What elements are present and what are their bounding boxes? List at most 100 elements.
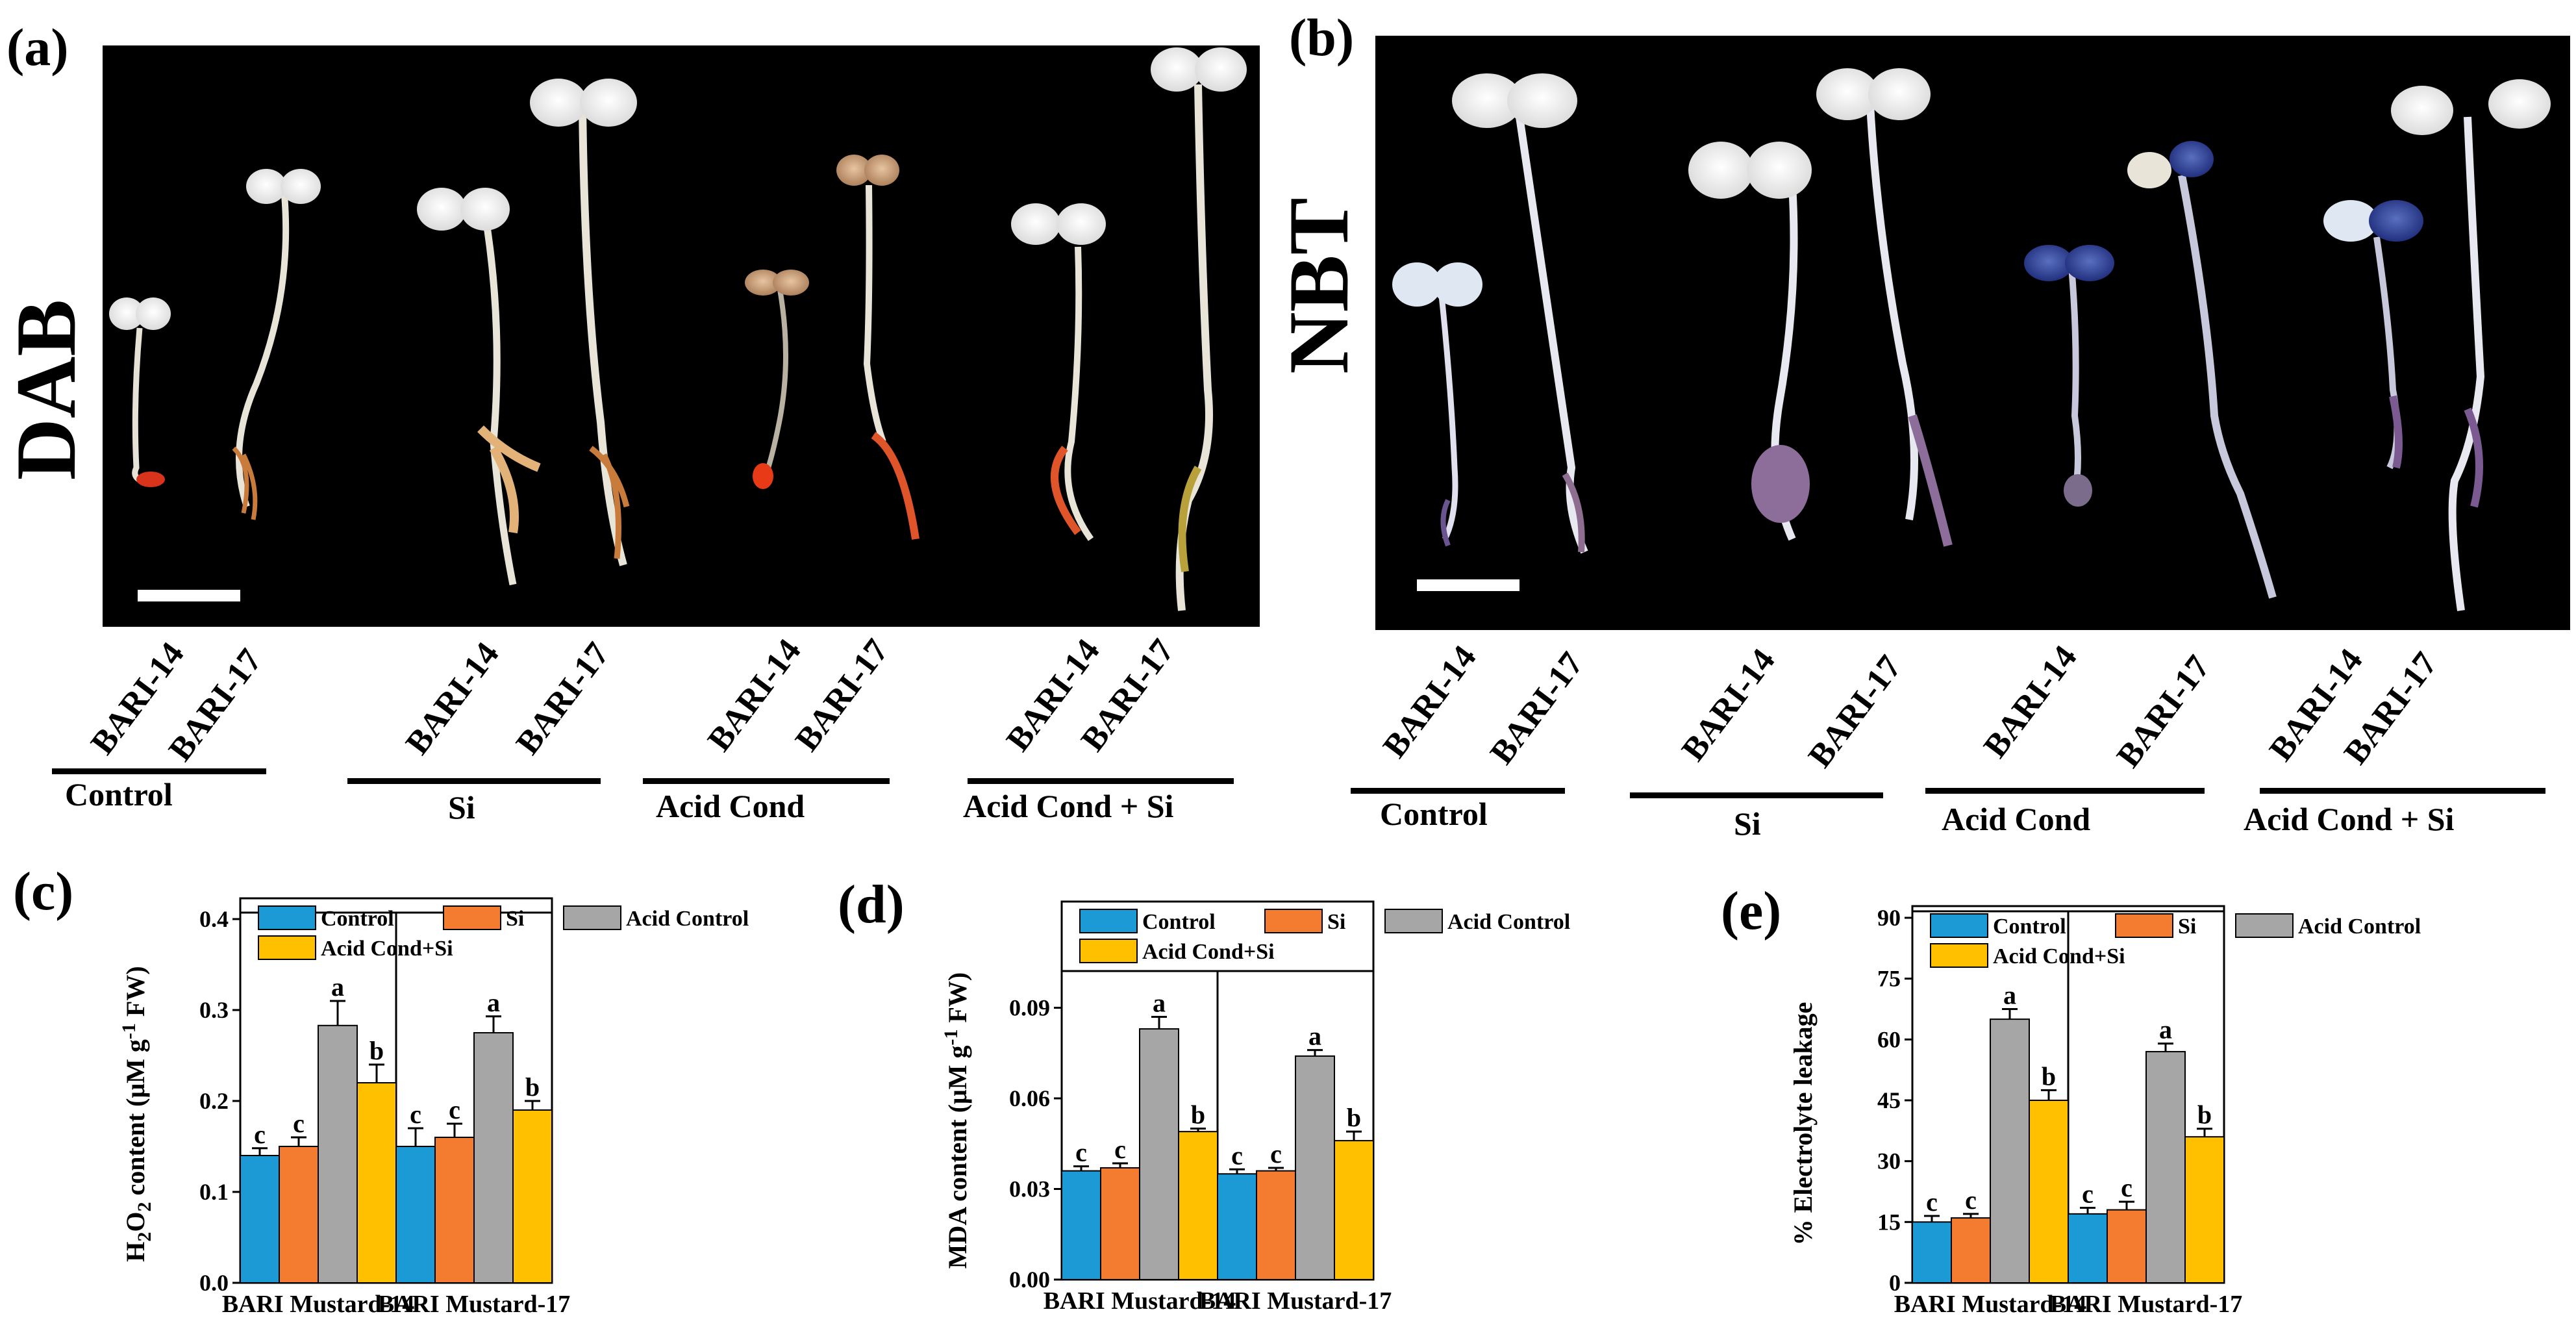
chart-c-significance-letter: c xyxy=(449,1095,460,1124)
chart-d-significance-letter: c xyxy=(1114,1135,1126,1164)
chart-e-legend-swatch xyxy=(2235,913,2294,938)
dab-seedling-acid-b14 xyxy=(745,270,809,489)
chart-c-legend-swatch xyxy=(443,905,501,930)
chart-c-ytick-label: 0.1 xyxy=(199,1179,229,1205)
nbt-label-control-b17: BARI-17 xyxy=(1483,646,1590,772)
dab-label-si-b14: BARI-14 xyxy=(399,636,506,762)
chart-d-ytick-label: 0.00 xyxy=(1009,1267,1050,1293)
chart-e-legend-label: Acid Cond+Si xyxy=(1993,944,2125,968)
nbt-label-si-b17: BARI-17 xyxy=(1801,649,1908,775)
chart-e-ytick-label: 45 xyxy=(1877,1087,1901,1113)
chart-e-legend-label: Acid Control xyxy=(2298,915,2421,939)
chart-d-legend-label: Acid Control xyxy=(1447,910,1570,934)
chart-e-ytick-label: 90 xyxy=(1877,905,1901,931)
nbt-label-acid-b17: BARI-17 xyxy=(2110,649,2217,775)
chart-e-ytick-label: 0 xyxy=(1889,1270,1901,1296)
chart-e-legend-swatch xyxy=(2115,913,2173,938)
dab-seedling-si-b14 xyxy=(417,188,541,586)
nbt-seedling-si-b17 xyxy=(1816,68,1953,547)
chart-e-legend-swatch xyxy=(1930,913,1988,938)
chart-c-legend-label: Si xyxy=(506,907,524,931)
chart-d-legend-swatch xyxy=(1079,939,1138,963)
chart-d-bar xyxy=(1334,1140,1374,1280)
nbt-scale-bar xyxy=(1417,579,1519,591)
chart-e-bar xyxy=(2145,1051,2186,1283)
chart-d-significance-letter: b xyxy=(1191,1100,1205,1130)
dab-seedling-si-b17 xyxy=(530,79,637,566)
chart-c-category-label: BARI Mustard-14 xyxy=(222,1291,415,1318)
chart-c-significance-letter: a xyxy=(331,972,344,1002)
chart-c-legend-swatch xyxy=(563,905,621,930)
chart-d-category-label: BARI Mustard-14 xyxy=(1044,1287,1236,1315)
chart-e-ytick-label: 60 xyxy=(1877,1026,1901,1052)
chart-c-ylabel: H2O2 content (μM g-1 FW) xyxy=(118,966,155,1261)
chart-d-bar xyxy=(1100,1167,1140,1280)
dab-label-si-b17: BARI-17 xyxy=(509,636,616,762)
chart-d-significance-letter: c xyxy=(1231,1141,1243,1170)
chart-d-legend-swatch xyxy=(1264,909,1323,933)
chart-c-legend-swatch xyxy=(258,905,316,930)
panel-label-e: (e) xyxy=(1721,881,1781,941)
chart-e-significance-letter: a xyxy=(2003,981,2016,1010)
chart-e-bar xyxy=(2107,1209,2147,1283)
chart-e-legend-swatch xyxy=(1930,943,1988,968)
chart-c-h2o2: 0.0 0.1 0.2 0.3 0.4 Control Si Acid Control Acid… xyxy=(199,897,749,1318)
chart-c-legend-label: Acid Cond+Si xyxy=(321,937,453,961)
chart-c-ytick-label: 0.3 xyxy=(199,997,229,1023)
chart-d-bar xyxy=(1256,1170,1296,1280)
chart-c-significance-letter: b xyxy=(525,1072,540,1102)
chart-e-category-label: BARI Mustard-14 xyxy=(1894,1291,2087,1318)
chart-e-significance-letter: c xyxy=(2082,1179,2094,1208)
chart-d-mda: 0.00 0.03 0.06 0.09 Control Si Acid Control Aci… xyxy=(1009,900,1570,1315)
dab-seedling-acid-b17 xyxy=(836,155,919,540)
chart-e-legend-label: Control xyxy=(1993,915,2066,939)
chart-d-ytick-label: 0.06 xyxy=(1009,1085,1050,1111)
nbt-seedling-control-b17 xyxy=(1452,73,1588,554)
chart-d-bar xyxy=(1061,1170,1101,1280)
chart-e-ytick-label: 30 xyxy=(1877,1148,1901,1174)
chart-e-ytick-label: 75 xyxy=(1877,966,1901,992)
chart-c-significance-letter: a xyxy=(487,988,500,1017)
nbt-seedling-acid-b14 xyxy=(2024,245,2114,507)
nbt-label-si-b14: BARI-14 xyxy=(1675,642,1782,768)
chart-c-significance-letter: c xyxy=(410,1100,421,1129)
nbt-label-acid-b14: BARI-14 xyxy=(1977,639,2084,765)
chart-c-bar xyxy=(318,1024,358,1284)
chart-e-category-label: BARI Mustard-17 xyxy=(2050,1291,2243,1318)
nbt-seedling-control-b14 xyxy=(1392,262,1482,547)
nbt-photo xyxy=(1375,36,2570,630)
nbt-group-control: Control xyxy=(1380,796,1488,832)
nbt-group-si: Si xyxy=(1734,805,1761,842)
chart-d-bar xyxy=(1178,1131,1218,1281)
chart-c-bar xyxy=(240,1155,280,1283)
chart-e-bar xyxy=(1912,1221,1952,1284)
chart-e-bar xyxy=(1990,1018,2030,1283)
nbt-group-lines xyxy=(1351,788,2545,798)
chart-d-bar xyxy=(1295,1055,1335,1281)
chart-e-electrolyte-leakage: 0 15 30 45 60 75 90 Control Si Acid Control Acid C… xyxy=(1877,905,2421,1318)
dab-seedling-control-b14 xyxy=(109,297,171,487)
chart-c-ytick-label: 0.4 xyxy=(199,906,229,932)
chart-c-significance-letter: c xyxy=(293,1109,305,1138)
chart-e-bar xyxy=(2029,1100,2069,1283)
chart-d-ytick-label: 0.03 xyxy=(1009,1176,1050,1202)
dab-group-control: Control xyxy=(65,776,173,813)
nbt-label-control-b14: BARI-14 xyxy=(1376,639,1483,765)
chart-e-bar xyxy=(1951,1217,1991,1283)
dab-scale-bar xyxy=(138,590,240,601)
chart-c-bar xyxy=(395,1146,436,1283)
chart-e-significance-letter: b xyxy=(2197,1100,2212,1130)
dab-group-lines xyxy=(52,768,1234,784)
chart-c-bar xyxy=(512,1109,553,1283)
chart-e-significance-letter: c xyxy=(1965,1185,1977,1215)
nbt-stain-label: NBT xyxy=(1271,197,1366,373)
dab-group-acid: Acid Cond xyxy=(656,788,805,824)
dab-group-si: Si xyxy=(448,789,475,826)
chart-d-ytick-label: 0.09 xyxy=(1009,995,1050,1021)
chart-e-bar xyxy=(2068,1213,2108,1284)
chart-c-bar xyxy=(356,1082,397,1283)
chart-c-legend-label: Control xyxy=(321,907,394,931)
dab-group-acidsi: Acid Cond + Si xyxy=(963,788,1174,824)
chart-d-legend-label: Si xyxy=(1327,910,1345,934)
